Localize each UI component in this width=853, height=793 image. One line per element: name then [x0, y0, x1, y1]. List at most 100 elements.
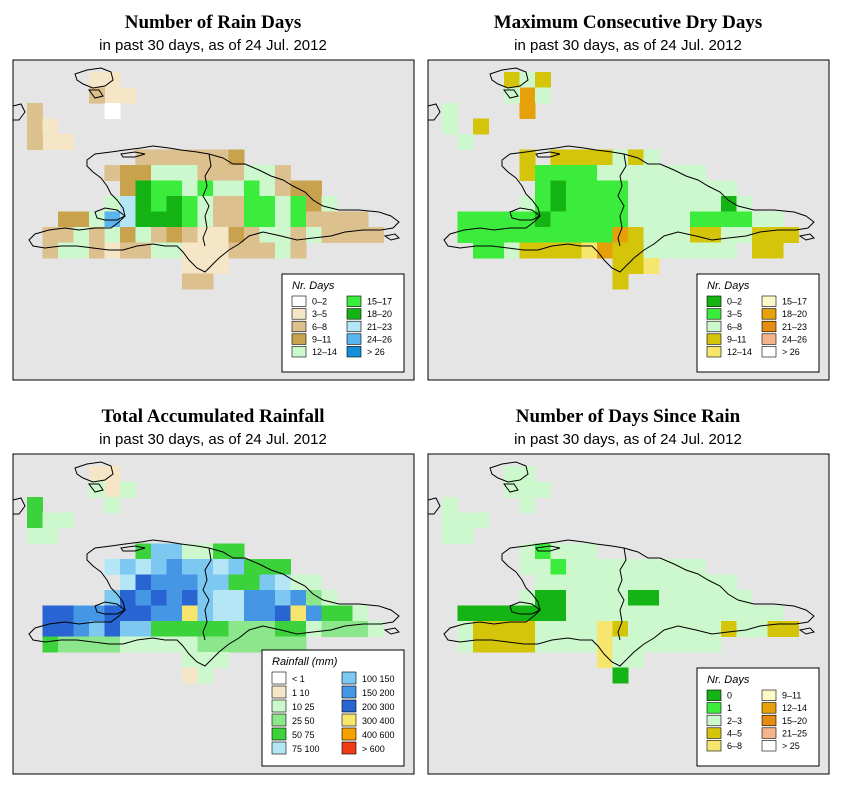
map-cell [690, 211, 706, 228]
map-cell [659, 574, 675, 591]
map-cell [643, 149, 660, 166]
map-cell [321, 196, 338, 212]
map-cell [674, 211, 691, 228]
map-cell [135, 149, 152, 166]
map-cell [213, 211, 229, 228]
legend-swatch [761, 333, 777, 345]
map-cell [89, 87, 105, 104]
map-panel-max-dry-days: Nr. Days 0–2 3–5 6–8 9–11 12–14 15–17 18–20 21–2… [427, 59, 830, 381]
coastline [74, 67, 114, 89]
map-cell [473, 636, 489, 653]
coastline [489, 67, 529, 89]
map-cell [535, 590, 551, 606]
map-cell [337, 211, 353, 228]
map-cell [659, 590, 675, 606]
map-cell [659, 180, 675, 197]
legend-label: 0–2 [312, 297, 327, 307]
legend-label: 15–20 [782, 716, 807, 726]
map-cell [259, 180, 276, 197]
map-cell [213, 227, 229, 243]
map-cell [58, 621, 74, 637]
map-cell [767, 227, 784, 243]
map-cell [566, 242, 582, 259]
map-cell [566, 605, 582, 622]
map-cell [337, 227, 353, 243]
map-cell [197, 590, 214, 606]
map-cell [690, 636, 706, 653]
map-cell [259, 196, 276, 212]
map-cell [597, 621, 613, 637]
map-cell [213, 636, 229, 653]
map-cell [290, 211, 307, 228]
legend-swatch [271, 713, 287, 727]
map-cell [581, 543, 598, 560]
map-cell [721, 227, 737, 243]
map-cell [27, 512, 43, 529]
map-cell [275, 621, 291, 637]
map-cell [504, 211, 520, 228]
map-cell [73, 636, 90, 653]
map-cell [368, 621, 384, 637]
map-cell [442, 512, 458, 529]
map-cell [643, 211, 660, 228]
legend-label: < 1 [292, 674, 305, 684]
map-cell [135, 196, 152, 212]
map-cell [182, 149, 198, 166]
legend-title: Rainfall (mm) [272, 656, 338, 668]
map-cell [104, 103, 121, 119]
map-cell [597, 605, 613, 622]
map-cell [89, 466, 105, 482]
map-cell [674, 621, 691, 637]
map-cell [352, 227, 369, 243]
map-cell [27, 497, 43, 513]
map-cell [752, 211, 768, 228]
map-cell [535, 180, 551, 197]
map-cell [612, 149, 629, 166]
map-cell [504, 605, 520, 622]
map-cell [120, 87, 136, 104]
legend-label: 25 50 [292, 716, 315, 726]
map-cell [535, 87, 551, 104]
map-cell [197, 543, 214, 560]
map-cell [228, 211, 245, 228]
map-cell [535, 242, 551, 259]
map-cell [228, 605, 245, 622]
map-cell [275, 242, 291, 259]
map-cell [488, 211, 505, 228]
coastline [383, 627, 400, 635]
legend-title: Nr. Days [707, 674, 750, 686]
map-cell [690, 574, 706, 591]
map-cell [89, 481, 105, 498]
legend-label: 21–23 [367, 322, 392, 332]
map-cell [550, 605, 567, 622]
coastline [28, 539, 400, 667]
legend-swatch [271, 741, 287, 755]
map-cell [151, 242, 167, 259]
map-cell [73, 605, 90, 622]
map-cell [566, 227, 582, 243]
map-cell [166, 559, 183, 575]
legend-swatch [341, 671, 357, 685]
map-cell [628, 211, 644, 228]
map-cell [566, 636, 582, 653]
map-cell [535, 636, 551, 653]
map-cell [566, 590, 582, 606]
legend-label: 6–8 [727, 741, 742, 751]
map-cell [166, 636, 183, 653]
map-cell [504, 621, 520, 637]
map-cell [566, 196, 582, 212]
map-cell [674, 636, 691, 653]
map-cell [120, 559, 136, 575]
map-cell [597, 227, 613, 243]
legend-label: 1 [727, 703, 732, 713]
map-cell [259, 211, 276, 228]
map-cell [166, 180, 183, 197]
map-cell [535, 621, 551, 637]
legend-swatch [761, 346, 777, 358]
map-cell [612, 621, 629, 637]
map-cell [182, 227, 198, 243]
map-cell [135, 636, 152, 653]
map-cell [581, 605, 598, 622]
map-cell [166, 165, 183, 181]
coastline [503, 89, 519, 99]
